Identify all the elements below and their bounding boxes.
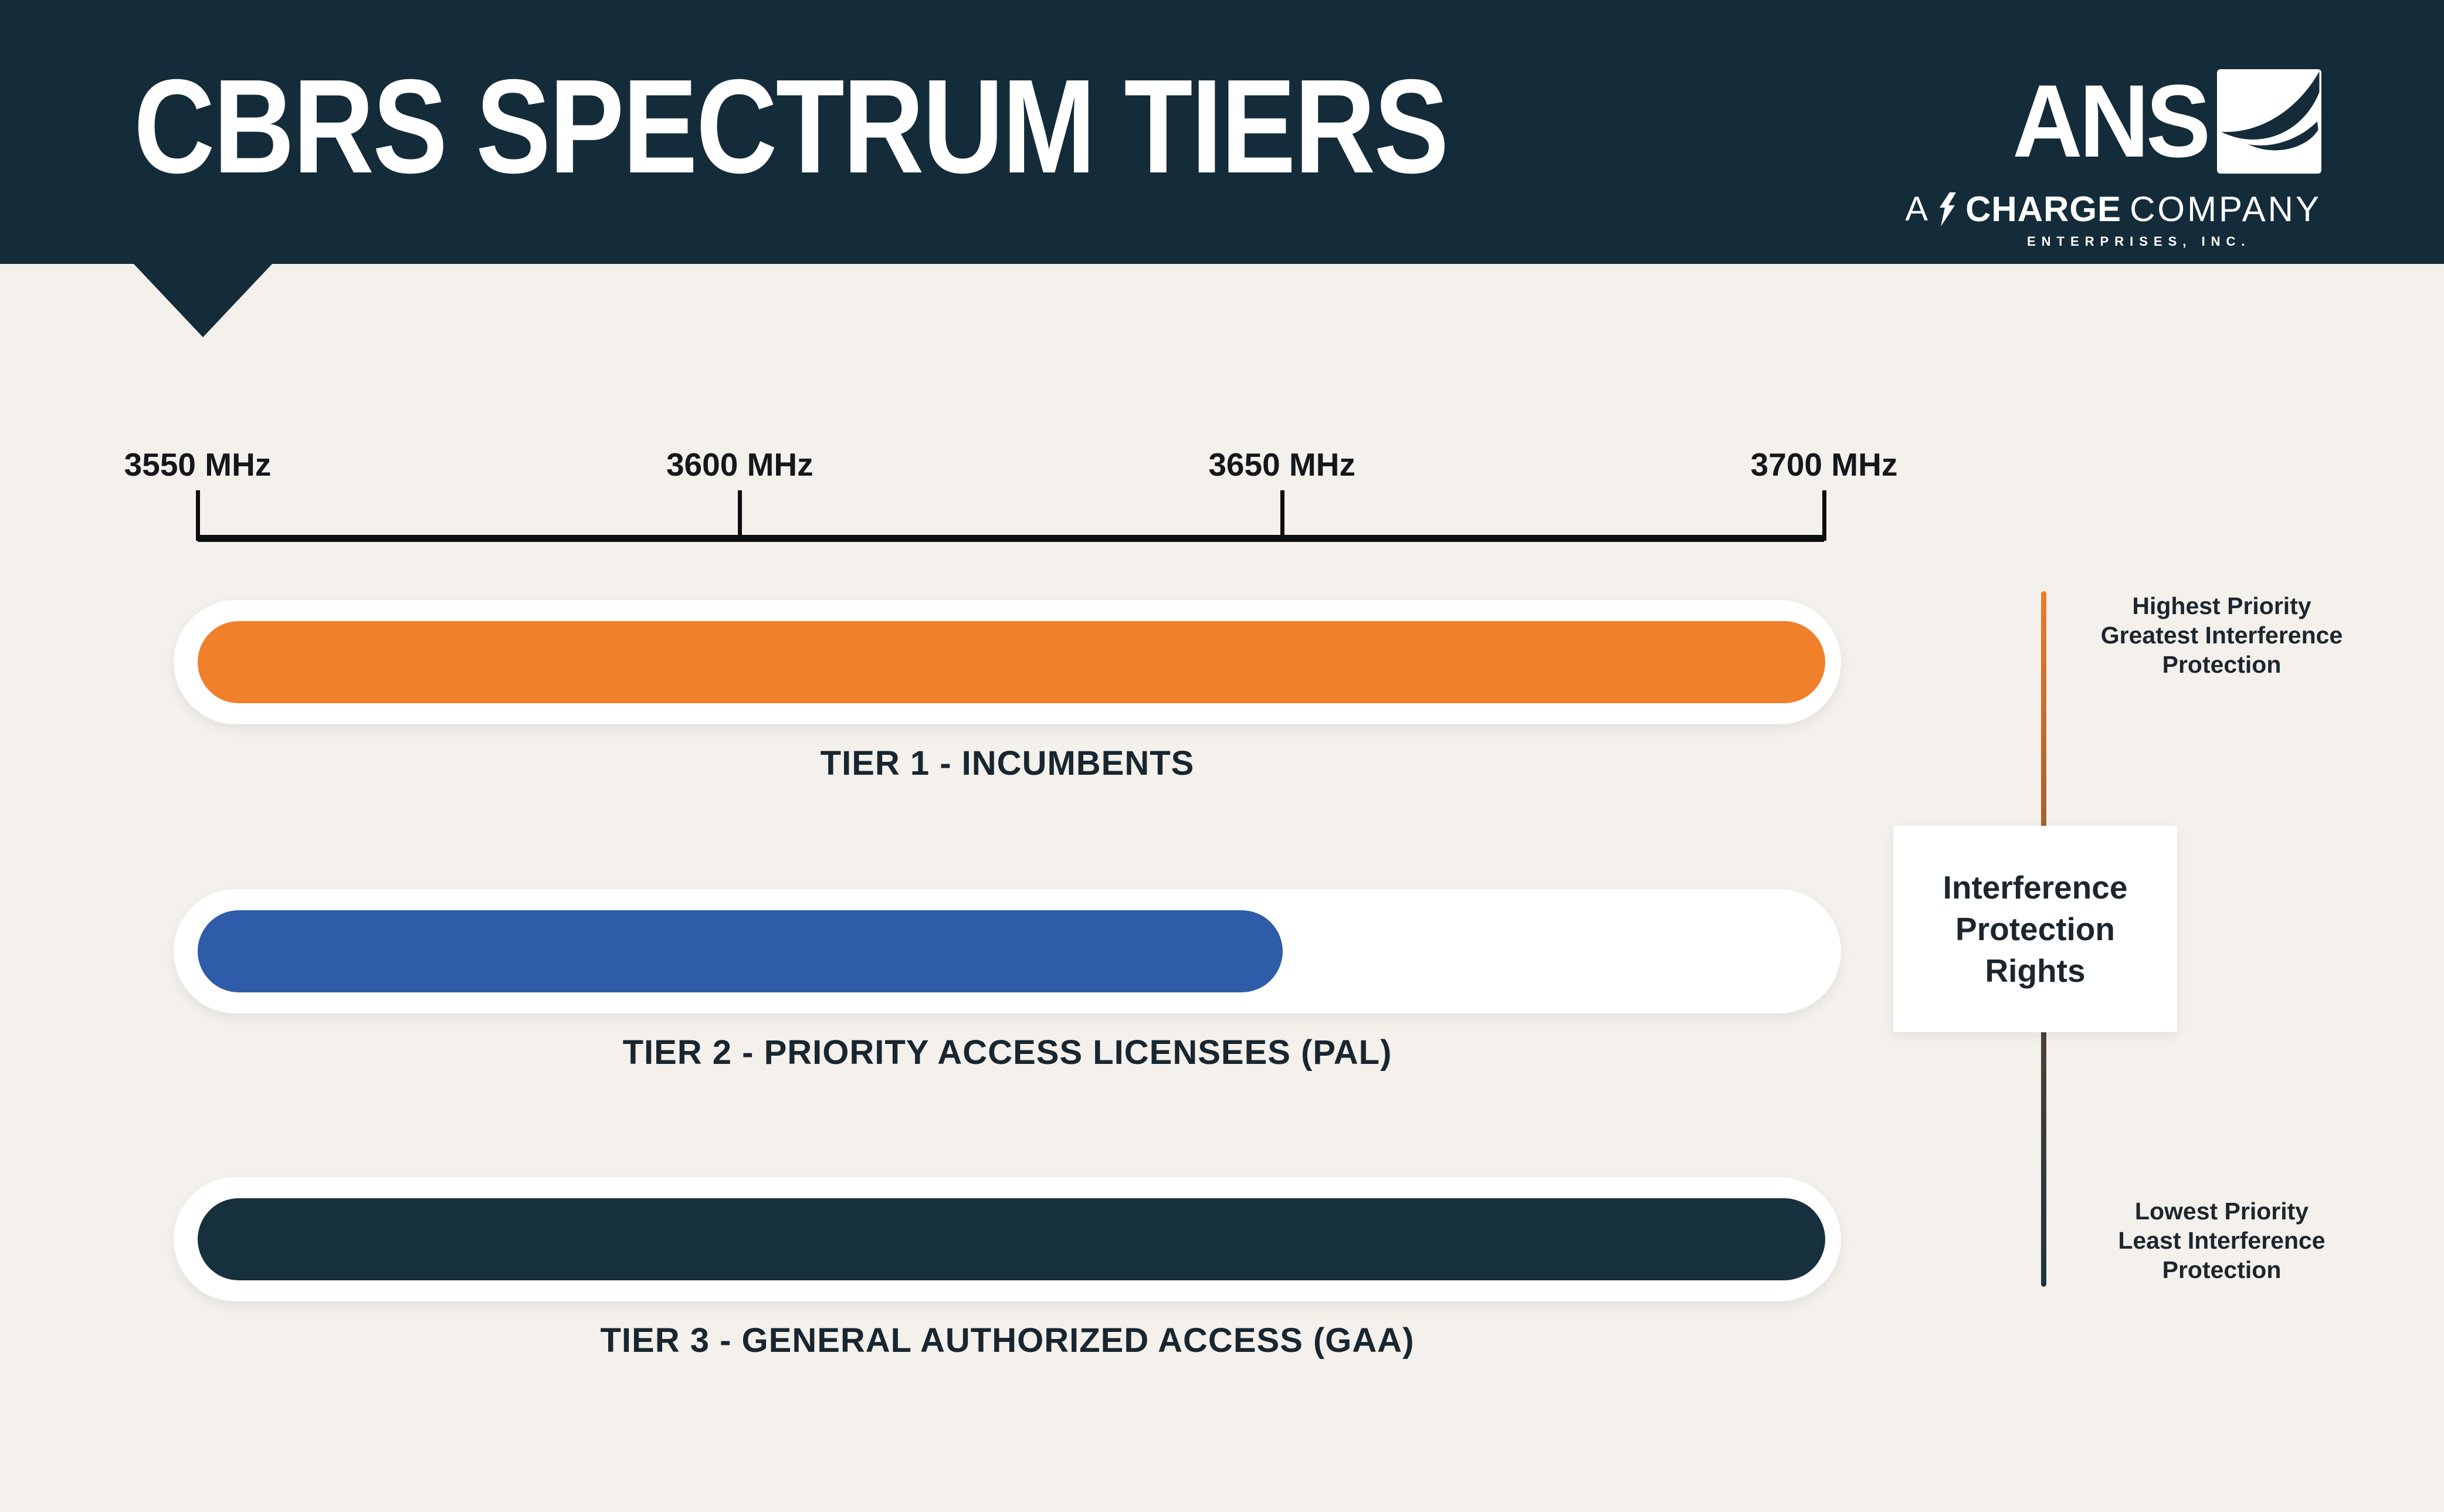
frequency-axis: 3550 MHz 3600 MHz 3650 MHz 3700 MHz (124, 446, 1897, 545)
lowest-priority-caption: Lowest Priority Least Interference Prote… (2034, 1196, 2409, 1284)
tier-track-1 (174, 600, 1841, 724)
tagline-bold: CHARGE (1965, 189, 2122, 229)
box-line: Rights (1985, 952, 2086, 989)
tier-bar-area-2 (198, 910, 1825, 992)
tier-bar-area-3 (198, 1198, 1825, 1280)
logo-brand-text: ANS (2012, 64, 2211, 179)
axis-label-3550: 3550 MHz (124, 446, 272, 483)
company-logo: ANS A CHARGE COMPANY ENTERPRIS (1905, 69, 2321, 249)
axis-tick-3550 (196, 490, 200, 541)
highest-priority-caption: Highest Priority Greatest Interference P… (2034, 591, 2409, 679)
axis-label-3700: 3700 MHz (1750, 446, 1898, 483)
ans-swoosh-icon (2217, 69, 2321, 174)
page-title: CBRS SPECTRUM TIERS (134, 52, 1449, 201)
box-line: Interference (1943, 869, 2128, 906)
axis-tick-3650 (1280, 490, 1284, 541)
caption-line: Highest Priority (2132, 592, 2311, 619)
box-line: Protection (1955, 910, 2115, 947)
tier-bar-2 (198, 910, 1283, 992)
logo-tagline-row: A CHARGE COMPANY (1905, 189, 2321, 229)
caption-line: Lowest Priority (2134, 1198, 2309, 1225)
tier-bar-3 (198, 1198, 1825, 1280)
caption-line: Greatest Interference (2100, 622, 2343, 649)
header-pointer-tail (134, 264, 272, 337)
tagline-prefix: A (1905, 190, 1930, 228)
logo-brand-row: ANS (1959, 69, 2321, 174)
header-band: CBRS SPECTRUM TIERS ANS A CHAR (0, 0, 2444, 264)
tagline-suffix: COMPANY (2130, 189, 2321, 229)
tier-track-3 (174, 1177, 1841, 1301)
axis-baseline (198, 535, 1824, 542)
tier-track-2 (174, 889, 1841, 1013)
tier-label-3: TIER 3 - GENERAL AUTHORIZED ACCESS (GAA) (600, 1321, 1415, 1360)
axis-tick-3700 (1822, 490, 1826, 541)
tier-bar-area-1 (198, 621, 1825, 703)
axis-label-3600: 3600 MHz (666, 446, 813, 483)
axis-tick-3600 (738, 490, 743, 541)
tagline-sub: ENTERPRISES, INC. (2027, 234, 2251, 249)
tier-bar-1 (198, 621, 1825, 703)
caption-line: Protection (2162, 1256, 2282, 1283)
lightning-bolt-icon (1937, 192, 1957, 226)
axis-label-3650: 3650 MHz (1208, 446, 1355, 483)
interference-protection-rights-box: Interference Protection Rights (1893, 826, 2177, 1032)
caption-line: Least Interference (2118, 1227, 2326, 1254)
tier-label-2: TIER 2 - PRIORITY ACCESS LICENSEES (PAL) (622, 1033, 1392, 1072)
tier-label-1: TIER 1 - INCUMBENTS (820, 744, 1195, 782)
caption-line: Protection (2162, 651, 2282, 678)
